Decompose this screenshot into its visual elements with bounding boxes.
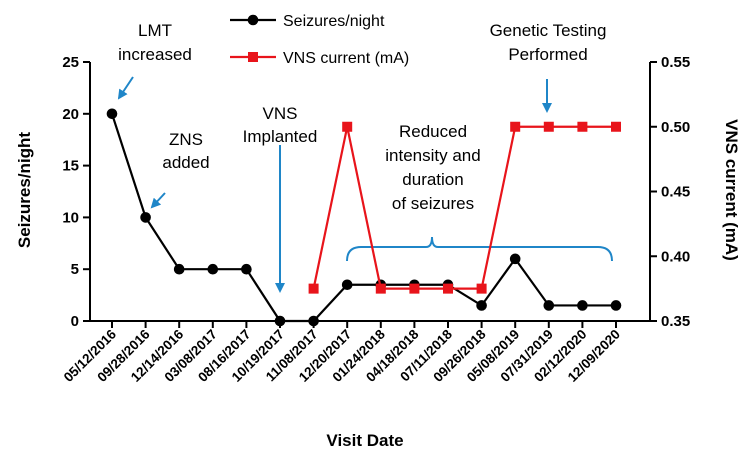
bracket-left <box>346 236 433 262</box>
legend-label: Seizures/night <box>283 13 385 30</box>
vns-point <box>577 121 588 132</box>
y-tick-label: 15 <box>62 158 79 175</box>
series-layer <box>106 108 622 327</box>
y2-tick-label: 0.35 <box>661 313 690 330</box>
seizure-point <box>274 315 286 327</box>
legend-label: VNS current (mA) <box>283 50 409 67</box>
seizure-point <box>577 300 588 311</box>
zns-arrow <box>150 192 166 209</box>
seizure-point <box>543 300 555 311</box>
annotation-genetic-line: Genetic Testing <box>490 21 607 40</box>
seizure-point <box>476 300 487 311</box>
y-tick-label: 10 <box>62 209 79 226</box>
seizure-point <box>173 263 185 275</box>
annotation-genetic-line: Performed <box>508 45 587 64</box>
y2-tick-label: 0.50 <box>661 119 690 136</box>
annotation-zns-line: ZNS <box>169 130 203 149</box>
vns-point <box>543 121 554 132</box>
annotation-reduced-line: duration <box>402 170 463 189</box>
series-line-1 <box>312 125 616 290</box>
y2-axis-title: VNS current (mA) <box>722 119 741 261</box>
vns-point <box>510 121 521 132</box>
annotation-reduced-line: of seizures <box>392 194 474 213</box>
annotation-vns-line: VNS <box>263 104 298 123</box>
vns-point <box>443 283 453 294</box>
legend-marker-circle <box>247 14 259 26</box>
y-tick-label: 5 <box>71 261 79 278</box>
seizure-point <box>509 253 521 265</box>
vns-point <box>476 283 487 294</box>
x-axis-title: Visit Date <box>326 431 403 450</box>
y-tick-label: 25 <box>62 54 79 71</box>
seizure-point <box>241 263 252 275</box>
y2-tick-label: 0.45 <box>661 184 690 201</box>
lmt-arrow <box>117 76 134 100</box>
seizure-point <box>106 108 118 120</box>
y-axis-title: Seizures/night <box>15 132 34 249</box>
annotation-vns-line: Implanted <box>243 127 318 146</box>
annotations: LMT increased ZNS added VNS Implanted Reduced i… <box>117 21 613 293</box>
annotation-reduced-line: Reduced <box>399 122 467 141</box>
bracket-right <box>431 236 613 262</box>
annotation-reduced-line: intensity and <box>385 146 480 165</box>
y-tick-label: 20 <box>62 106 79 123</box>
seizure-point <box>341 279 353 291</box>
seizure-point <box>140 212 151 223</box>
vns-point <box>611 121 621 132</box>
annotation-zns-line: added <box>162 153 209 172</box>
seizure-point <box>308 315 319 327</box>
vns-point <box>308 283 319 294</box>
vns-point <box>409 283 420 294</box>
seizure-point <box>207 263 219 275</box>
y2-tick-label: 0.55 <box>661 54 690 71</box>
legend: Seizures/night VNS current (mA) <box>230 13 409 67</box>
vns-point <box>342 121 353 132</box>
legend-marker-square <box>248 52 258 62</box>
y2-tick-label: 0.40 <box>661 248 690 265</box>
vns-point <box>375 283 386 294</box>
seizure-point <box>610 300 622 311</box>
annotation-lmt-line: increased <box>118 45 192 64</box>
y-tick-label: 0 <box>71 313 79 330</box>
series-line-0 <box>110 113 616 323</box>
plot-axes: 05101520250.350.400.450.500.5505/12/2016… <box>61 54 690 385</box>
annotation-lmt-line: LMT <box>138 21 172 40</box>
